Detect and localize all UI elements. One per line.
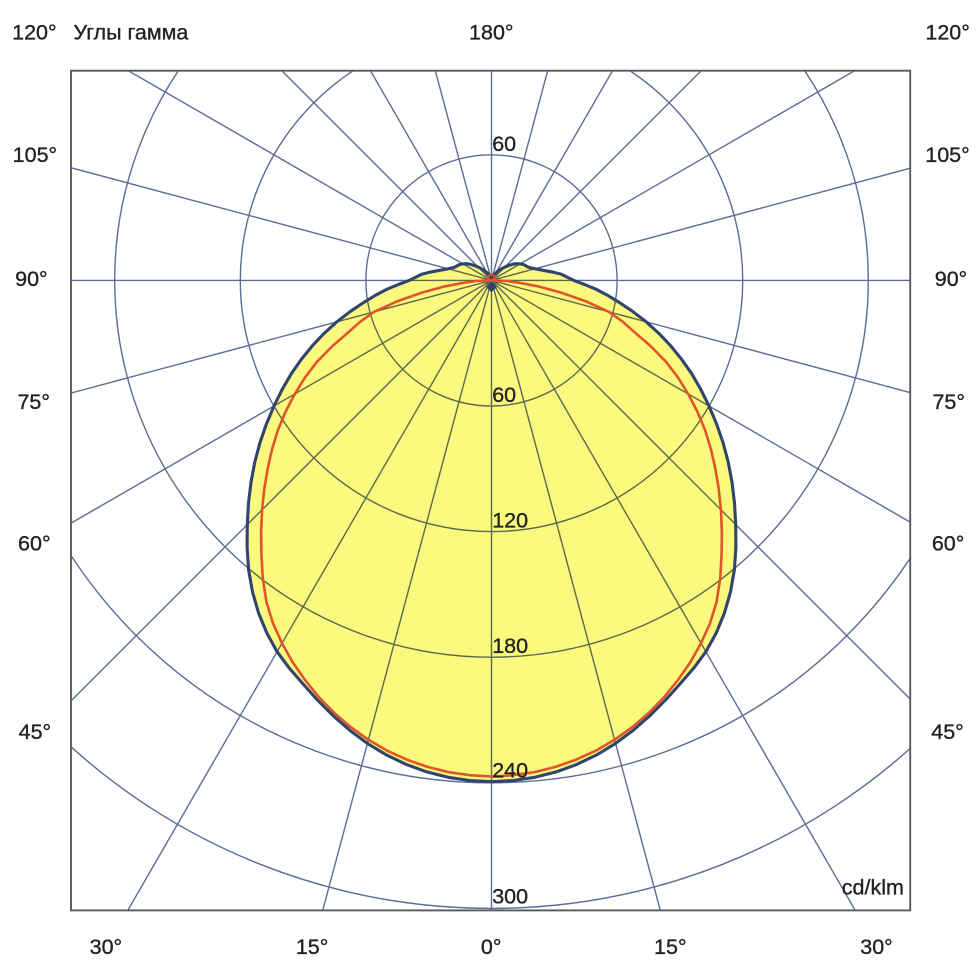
svg-text:0°: 0° [481,935,502,959]
svg-text:180°: 180° [469,20,513,44]
svg-text:30°: 30° [860,935,893,959]
svg-text:30°: 30° [90,935,123,959]
svg-text:90°: 90° [15,267,48,291]
svg-text:60°: 60° [932,532,965,556]
svg-text:105°: 105° [13,143,57,167]
svg-text:75°: 75° [932,390,965,414]
svg-text:60: 60 [492,383,516,407]
svg-text:90°: 90° [935,267,968,291]
svg-text:60: 60 [492,132,516,156]
svg-text:cd/klm: cd/klm [842,876,904,900]
svg-text:75°: 75° [17,390,50,414]
svg-text:45°: 45° [931,720,964,744]
svg-text:Углы гамма: Углы гамма [74,20,189,44]
svg-text:120°: 120° [12,20,56,44]
svg-text:240: 240 [492,758,528,782]
svg-text:15°: 15° [654,935,687,959]
svg-text:45°: 45° [19,720,52,744]
svg-text:180: 180 [492,634,528,658]
svg-text:60°: 60° [18,532,51,556]
svg-text:15°: 15° [296,935,329,959]
svg-text:105°: 105° [925,143,969,167]
svg-text:120: 120 [492,509,528,533]
svg-text:120°: 120° [925,20,969,44]
svg-text:300: 300 [492,884,528,908]
